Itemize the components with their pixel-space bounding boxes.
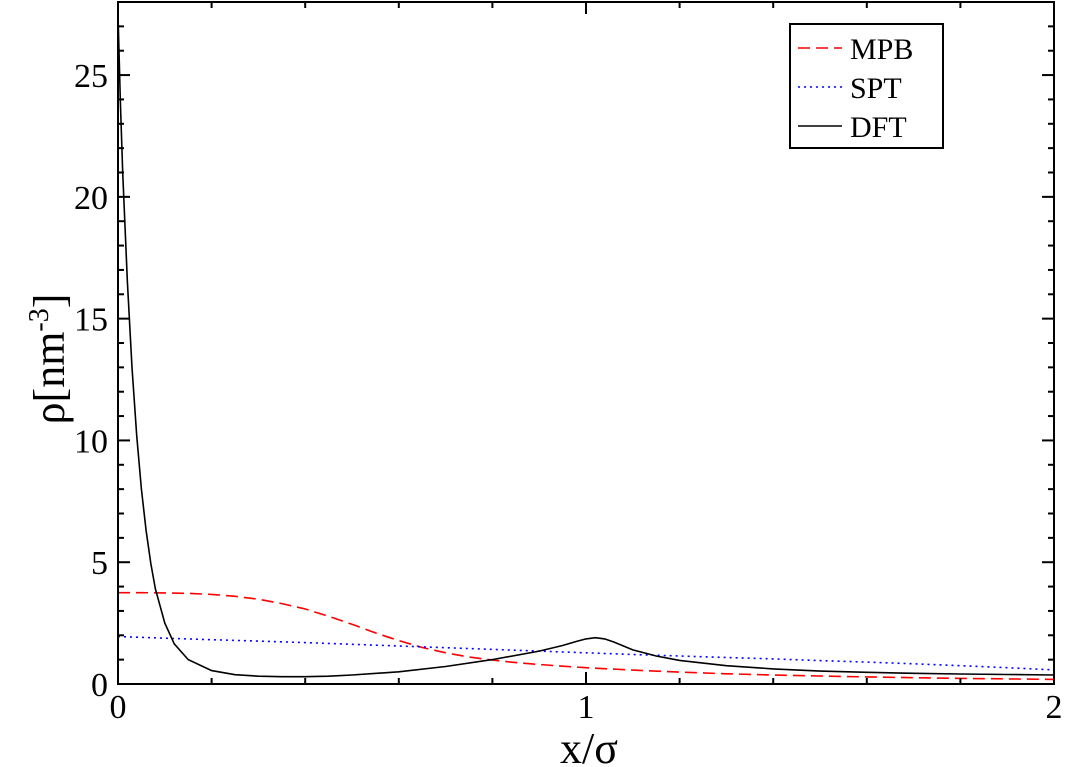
y-axis-label-suffix: ] bbox=[25, 294, 74, 309]
series-line-spt bbox=[118, 635, 1054, 671]
y-tick-label: 20 bbox=[74, 180, 108, 217]
y-axis-label: ρ[nm-3] bbox=[24, 294, 74, 425]
x-tick-label: 2 bbox=[1046, 689, 1063, 726]
legend: MPB SPT DFT bbox=[789, 23, 944, 149]
y-tick-label: 15 bbox=[74, 302, 108, 339]
plot-frame bbox=[117, 1, 1055, 685]
y-axis-label-superscript: -3 bbox=[24, 308, 55, 331]
x-tick-label: 0 bbox=[110, 689, 127, 726]
x-axis-label: x/σ bbox=[560, 724, 618, 767]
y-tick-label: 10 bbox=[74, 423, 108, 460]
x-tick-label: 1 bbox=[578, 689, 595, 726]
legend-label-mpb: MPB bbox=[850, 33, 913, 66]
y-tick-label: 5 bbox=[91, 545, 108, 582]
y-tick-label: 25 bbox=[74, 58, 108, 95]
series-layer bbox=[118, 14, 1054, 681]
series-line-dft bbox=[118, 14, 1054, 678]
legend-label-spt: SPT bbox=[850, 72, 902, 105]
y-axis-label-main: ρ[nm bbox=[25, 332, 74, 425]
y-tick-label: 0 bbox=[91, 667, 108, 704]
series-line-mpb bbox=[118, 591, 1054, 681]
legend-box bbox=[789, 23, 944, 149]
legend-label-dft: DFT bbox=[850, 111, 907, 144]
